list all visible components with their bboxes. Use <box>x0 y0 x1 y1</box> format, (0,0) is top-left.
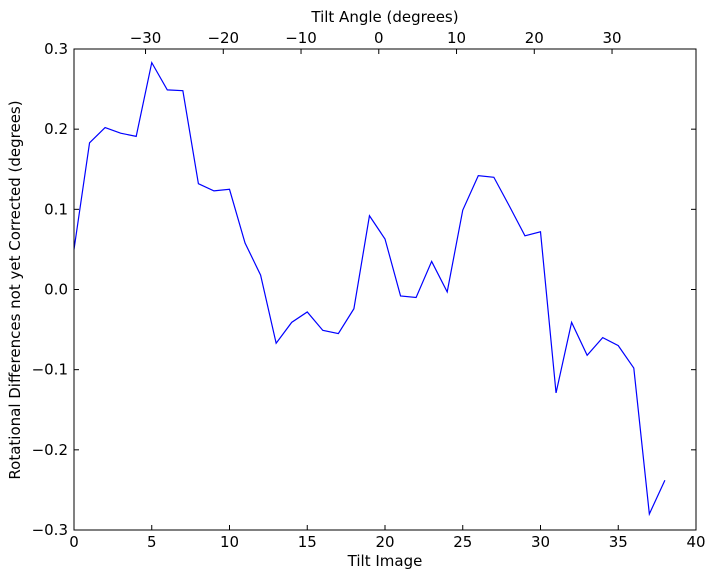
x-axis-title: Tilt Image <box>347 552 423 570</box>
y-tick-label: −0.1 <box>32 361 68 379</box>
x-tick-label: 35 <box>609 533 628 551</box>
x-tick-label: 25 <box>453 533 472 551</box>
y-axis-title: Rotational Differences not yet Corrected… <box>6 100 24 479</box>
top-x-tick-label: −30 <box>130 29 162 47</box>
x-tick-label: 0 <box>69 533 79 551</box>
y-tick-label: 0.1 <box>44 200 68 218</box>
x-tick-label: 40 <box>686 533 705 551</box>
top-x-axis-title: Tilt Angle (degrees) <box>310 8 458 26</box>
top-x-tick-label: 20 <box>525 29 544 47</box>
tick-labels: 0 5 10 15 20 25 30 35 40 −30 −20 −10 0 10 20 30 −0.3 −0.2… <box>32 29 706 551</box>
x-tick-label: 30 <box>531 533 550 551</box>
y-tick-label: −0.2 <box>32 441 68 459</box>
y-tick-label: 0.3 <box>44 40 68 58</box>
top-x-tick-label: 10 <box>447 29 466 47</box>
y-tick-label: 0.2 <box>44 120 68 138</box>
series-line <box>73 60 666 517</box>
top-x-tick-label: −10 <box>285 29 317 47</box>
plot-frame <box>73 48 697 531</box>
y-tick-label: −0.3 <box>32 521 68 539</box>
x-tick-label: 20 <box>375 533 394 551</box>
y-tick-label: 0.0 <box>44 281 68 299</box>
top-x-tick-label: 0 <box>374 29 384 47</box>
x-tick-label: 5 <box>147 533 157 551</box>
plot-area <box>74 49 696 530</box>
x-tick-label: 15 <box>298 533 317 551</box>
top-x-tick-label: 30 <box>602 29 621 47</box>
x-tick-label: 10 <box>220 533 239 551</box>
top-x-tick-label: −20 <box>207 29 239 47</box>
